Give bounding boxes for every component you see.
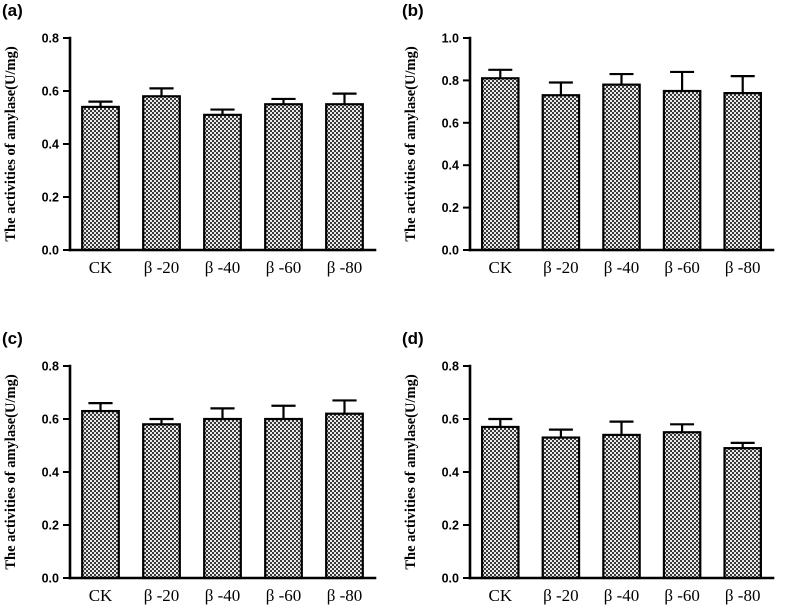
y-tick-label: 0.2 [42,191,59,205]
x-tick-label: CK [89,258,113,277]
x-tick-label: CK [89,586,113,605]
x-tick-label: CK [488,258,512,277]
y-axis-label: The activities of amylase(U/mg) [3,374,19,569]
chart-panel: (b) The activities of amylase(U/mg) 0.0 0.2… [402,1,775,277]
y-tick-label: 0.8 [42,360,59,374]
bar [602,433,641,580]
x-tick-label: β -60 [266,258,302,277]
bar [723,92,762,252]
x-tick-label: β -80 [725,586,761,605]
x-tick-label: β -20 [144,586,180,605]
x-tick-label: β -80 [327,586,363,605]
y-tick-label: 0.0 [42,244,59,258]
y-tick-label: 0.6 [442,116,459,130]
bar [723,447,762,580]
bar [541,436,581,580]
bar [325,103,364,252]
bar [541,94,581,252]
x-tick-label: β -40 [604,586,640,605]
bar [662,431,702,580]
bar [602,83,641,252]
panel-label: (d) [402,329,424,348]
panel-label: (a) [2,1,23,20]
y-tick-label: 0.4 [442,159,459,173]
x-tick-label: β -40 [205,586,241,605]
x-tick-label: β -60 [266,586,302,605]
y-tick-label: 0.2 [42,519,59,533]
bar [662,89,702,252]
y-tick-label: 0.4 [42,138,59,152]
y-tick-label: 0.4 [42,466,59,480]
x-tick-label: β -20 [543,258,579,277]
y-tick-label: 1.0 [442,32,459,46]
y-tick-label: 0.8 [442,74,459,88]
chart-panel: (c) The activities of amylase(U/mg) 0.0 0.2… [2,329,377,605]
bar [264,417,303,580]
bar [142,423,181,580]
x-tick-label: β -80 [327,258,363,277]
y-tick-label: 0.4 [442,466,459,480]
y-tick-label: 0.6 [42,413,59,427]
bar [481,425,520,580]
y-tick-label: 0.8 [442,360,459,374]
panel-label: (c) [2,329,23,348]
y-axis-label: The activities of amylase(U/mg) [403,46,419,241]
bar [81,409,120,580]
bar [481,77,520,252]
y-tick-label: 0.6 [442,413,459,427]
y-tick-label: 0.0 [442,572,459,586]
bar [203,113,242,252]
x-tick-label: β -20 [144,258,180,277]
y-tick-label: 0.6 [42,85,59,99]
panel-label: (b) [402,1,424,20]
y-axis-label: The activities of amylase(U/mg) [403,374,419,569]
y-tick-label: 0.2 [442,519,459,533]
bar [325,412,364,580]
x-tick-label: CK [488,586,512,605]
y-tick-label: 0.0 [442,244,459,258]
y-tick-label: 0.2 [442,201,459,215]
bar [81,105,120,252]
bar [142,95,181,252]
bar [203,417,242,580]
y-tick-label: 0.8 [42,32,59,46]
y-tick-label: 0.0 [42,572,59,586]
chart-panel: (d) The activities of amylase(U/mg) 0.0 0.2… [402,329,775,605]
x-tick-label: β -20 [543,586,579,605]
x-tick-label: β -60 [664,258,700,277]
bar [264,103,303,252]
chart-panel: (a) The activities of amylase(U/mg) 0.0 0.2… [2,1,377,277]
y-axis-label: The activities of amylase(U/mg) [3,46,19,241]
x-tick-label: β -40 [604,258,640,277]
x-tick-label: β -60 [664,586,700,605]
x-tick-label: β -40 [205,258,241,277]
x-tick-label: β -80 [725,258,761,277]
